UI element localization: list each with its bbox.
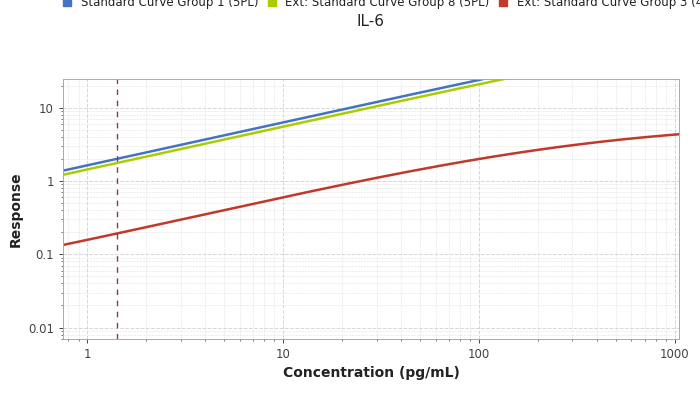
Ext: Standard Curve Group 8 (5PL): (1.05e+03, 71): Standard Curve Group 8 (5PL): (1.05e+03,… xyxy=(675,43,683,48)
Standard Curve Group 1 (5PL) xyxy=(675,38,683,43)
Ext: Standard Curve Group 3 (4PL): (25.4, 1.01): Standard Curve Group 3 (4PL): (25.4, 1.0… xyxy=(358,178,367,183)
Ext: Standard Curve Group 3 (4PL): (848, 4.17): Standard Curve Group 3 (4PL): (848, 4.17… xyxy=(657,134,665,138)
Ext: Standard Curve Group 8 (5PL): (0.75, 1.22): Standard Curve Group 8 (5PL): (0.75, 1.2… xyxy=(59,173,67,177)
Line: Ext: Standard Curve Group 3 (4PL): Ext: Standard Curve Group 3 (4PL) xyxy=(63,134,679,245)
Standard Curve Group 1 (5PL) xyxy=(657,41,665,46)
Ext: Standard Curve Group 3 (4PL): (851, 4.17): Standard Curve Group 3 (4PL): (851, 4.17… xyxy=(657,134,665,138)
Ext: Standard Curve Group 8 (5PL): (848, 64.6): Standard Curve Group 8 (5PL): (848, 64.6… xyxy=(657,46,665,51)
Legend: Standard Curve Group 1 (5PL), Ext: Standard Curve Group 8 (5PL), Ext: Standard C: Standard Curve Group 1 (5PL), Ext: Stand… xyxy=(63,0,700,9)
Ext: Standard Curve Group 8 (5PL): (851, 64.7): Standard Curve Group 8 (5PL): (851, 64.7… xyxy=(657,46,665,51)
Line: Ext: Standard Curve Group 8 (5PL): Ext: Standard Curve Group 8 (5PL) xyxy=(63,46,679,175)
Title: IL-6: IL-6 xyxy=(357,14,385,29)
Standard Curve Group 1 (5PL) xyxy=(544,63,552,68)
Ext: Standard Curve Group 8 (5PL): (21, 8.56): Standard Curve Group 8 (5PL): (21, 8.56) xyxy=(342,110,351,115)
Ext: Standard Curve Group 8 (5PL): (1.09, 1.51): Standard Curve Group 8 (5PL): (1.09, 1.5… xyxy=(90,165,99,170)
X-axis label: Concentration (pg/mL): Concentration (pg/mL) xyxy=(283,366,459,381)
Ext: Standard Curve Group 3 (4PL): (21, 0.913): Standard Curve Group 3 (4PL): (21, 0.913… xyxy=(342,182,351,186)
Ext: Standard Curve Group 8 (5PL): (225, 33.1): Standard Curve Group 8 (5PL): (225, 33.1… xyxy=(544,67,552,72)
Ext: Standard Curve Group 3 (4PL): (0.75, 0.134): Standard Curve Group 3 (4PL): (0.75, 0.1… xyxy=(59,243,67,247)
Y-axis label: Response: Response xyxy=(8,171,22,247)
Ext: Standard Curve Group 8 (5PL): (25.4, 9.58): Standard Curve Group 8 (5PL): (25.4, 9.5… xyxy=(358,107,367,112)
Standard Curve Group 1 (5PL) xyxy=(59,168,67,173)
Line: Standard Curve Group 1 (5PL): Standard Curve Group 1 (5PL) xyxy=(63,41,679,171)
Standard Curve Group 1 (5PL) xyxy=(358,103,367,108)
Standard Curve Group 1 (5PL) xyxy=(90,162,99,166)
Standard Curve Group 1 (5PL) xyxy=(657,41,665,46)
Ext: Standard Curve Group 3 (4PL): (1.09, 0.165): Standard Curve Group 3 (4PL): (1.09, 0.1… xyxy=(90,236,99,241)
Ext: Standard Curve Group 3 (4PL): (225, 2.8): Standard Curve Group 3 (4PL): (225, 2.8) xyxy=(544,146,552,151)
Standard Curve Group 1 (5PL) xyxy=(342,106,351,111)
Ext: Standard Curve Group 3 (4PL): (1.05e+03, 4.37): Standard Curve Group 3 (4PL): (1.05e+03,… xyxy=(675,132,683,137)
